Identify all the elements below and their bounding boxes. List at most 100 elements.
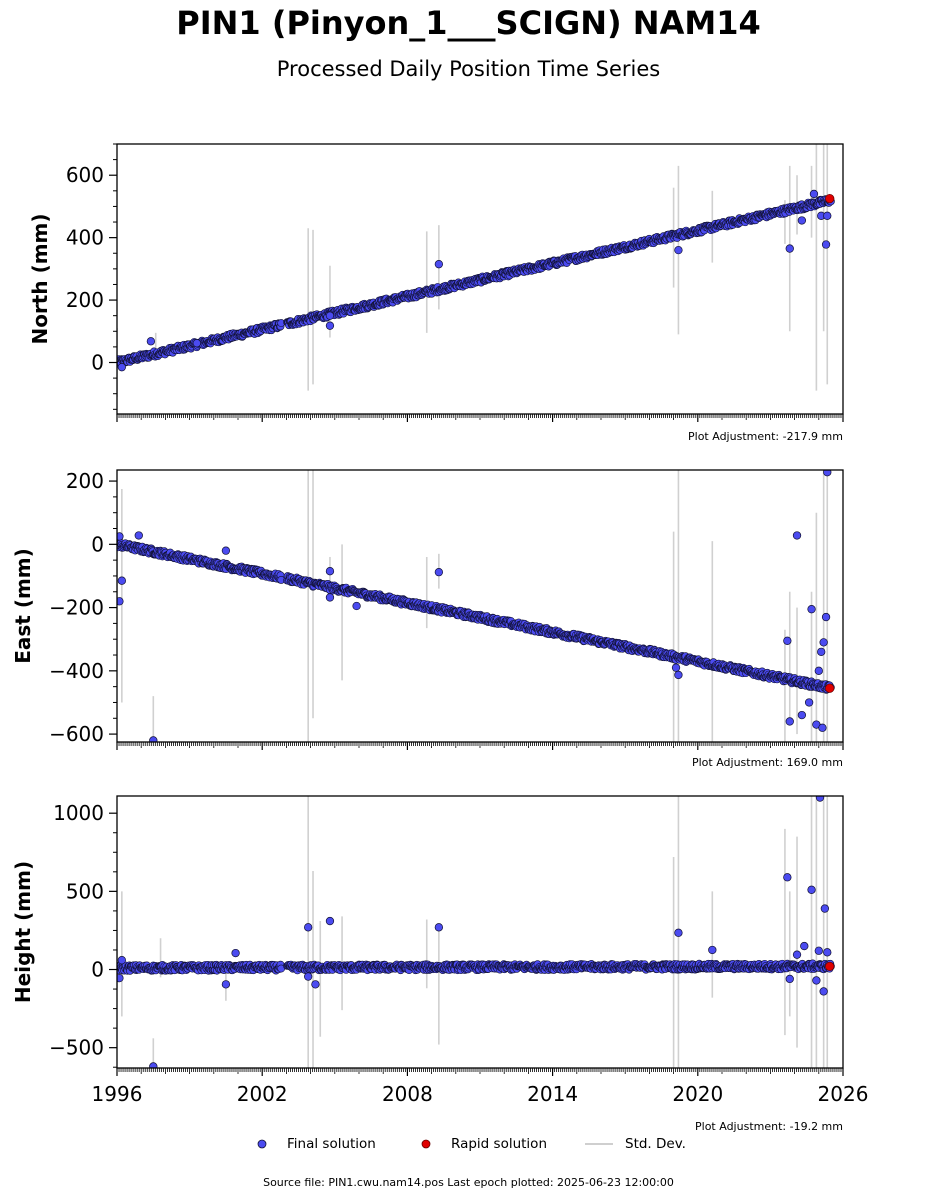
final-solution-point xyxy=(783,873,792,882)
final-solution-point xyxy=(434,568,444,577)
final-solution-point xyxy=(231,948,240,958)
final-solution-point xyxy=(812,976,821,985)
final-solution-point xyxy=(304,923,313,932)
final-solution-point xyxy=(807,885,816,894)
panel-3: −500 0 500 1000 1996 2002 2008 2014 2020 2026 Heig… xyxy=(11,795,869,1133)
final-solution-point xyxy=(674,245,683,255)
plot-area xyxy=(117,796,835,1068)
y-tick-label: −400 xyxy=(49,659,104,683)
final-solution-point xyxy=(708,945,717,955)
final-solution-point xyxy=(149,736,158,742)
final-solution-point xyxy=(117,955,126,965)
final-solution-point xyxy=(434,923,444,932)
y-tick-label: 0 xyxy=(91,532,104,556)
final-solution-point xyxy=(804,698,814,707)
final-solution-point xyxy=(325,567,335,576)
plot-adjustment-label: Plot Adjustment: -19.2 mm xyxy=(695,1120,843,1133)
panel-frame xyxy=(116,795,844,1069)
final-solution-point xyxy=(818,723,827,732)
rapid-solution-marker-icon xyxy=(421,1139,431,1149)
final-solution-point xyxy=(117,363,126,372)
y-tick-label: 400 xyxy=(66,226,104,250)
final-solution-point xyxy=(821,612,831,622)
final-solution-point xyxy=(797,710,807,720)
final-solution-point xyxy=(823,211,832,220)
y-tick-label: 600 xyxy=(66,163,104,187)
final-solution-point xyxy=(674,670,683,680)
final-solution-point xyxy=(304,972,313,981)
y-tick-label: −500 xyxy=(49,1036,104,1060)
legend-label-std: Std. Dev. xyxy=(625,1136,686,1152)
final-solution-point xyxy=(815,796,825,802)
x-tick-label: 2020 xyxy=(672,1082,723,1106)
final-solution-point xyxy=(325,916,335,926)
plot-area xyxy=(117,144,835,397)
final-solution-point xyxy=(800,941,809,951)
plot-adjustment-label: Plot Adjustment: -217.9 mm xyxy=(688,430,843,443)
x-tick-label: 2002 xyxy=(237,1082,288,1106)
final-solution-point xyxy=(785,974,794,984)
y-tick-label: −200 xyxy=(49,596,104,620)
final-solution-point xyxy=(149,1062,158,1068)
legend-label-rapid: Rapid solution xyxy=(451,1136,547,1152)
x-tick-label: 2014 xyxy=(527,1082,578,1106)
legend-item-std: Std. Dev. xyxy=(584,1136,686,1152)
final-solution-point xyxy=(814,666,823,675)
final-solution-point xyxy=(814,946,823,955)
final-solution-point xyxy=(117,973,124,983)
final-solution-point xyxy=(146,337,156,346)
final-solution-point xyxy=(792,950,802,959)
legend-label-final: Final solution xyxy=(287,1136,376,1152)
final-solution-point xyxy=(823,948,832,957)
final-solution-point xyxy=(671,663,681,672)
final-solution-point xyxy=(823,470,832,477)
rapid-solution-point xyxy=(825,193,835,204)
x-tick-label: 2026 xyxy=(818,1082,869,1106)
final-solution-point xyxy=(325,311,335,320)
chart-legend: Final solution Rapid solution Std. Dev. xyxy=(0,1136,937,1158)
final-solution-point xyxy=(785,717,794,726)
y-tick-label: 500 xyxy=(66,879,104,903)
rapid-solution-point xyxy=(825,683,835,693)
final-solution-marker-icon xyxy=(257,1139,267,1149)
final-solution-point xyxy=(807,605,816,614)
final-solution-point xyxy=(821,240,831,249)
y-tick-label: 200 xyxy=(66,288,104,312)
y-tick-label: 0 xyxy=(91,958,104,982)
final-solution-point xyxy=(792,531,802,540)
final-solution-point xyxy=(819,638,828,647)
final-solution-point xyxy=(221,980,231,989)
x-tick-label: 2008 xyxy=(382,1082,433,1106)
final-solution-point xyxy=(674,928,683,937)
final-solution-point xyxy=(117,576,126,585)
final-solution-point xyxy=(817,647,826,657)
page-title: PIN1 (Pinyon_1___SCIGN) NAM14 xyxy=(176,4,761,42)
final-solution-point xyxy=(221,546,231,555)
y-axis-label: East (mm) xyxy=(11,548,35,664)
y-axis-label: North (mm) xyxy=(28,213,52,344)
y-tick-label: 200 xyxy=(66,469,104,493)
y-tick-label: −600 xyxy=(49,722,104,746)
final-solution-point xyxy=(797,216,807,225)
final-solution-point xyxy=(117,597,124,606)
final-solution-point xyxy=(325,593,335,602)
final-solution-point xyxy=(117,532,124,541)
x-tick-label: 1996 xyxy=(92,1082,143,1106)
final-solution-point xyxy=(311,980,320,989)
final-solution-point xyxy=(819,987,828,996)
plot-adjustment-label: Plot Adjustment: 169.0 mm xyxy=(692,756,843,769)
y-tick-label: 1000 xyxy=(53,801,104,825)
final-solution-point xyxy=(192,338,202,348)
y-axis-label: Height (mm) xyxy=(11,861,35,1003)
final-solution-point xyxy=(783,636,792,645)
std-dev-line-icon xyxy=(585,1143,613,1145)
final-solution-point xyxy=(325,321,335,330)
final-solution-point xyxy=(352,601,361,611)
source-footer: Source file: PIN1.cwu.nam14.pos Last epo… xyxy=(263,1176,674,1189)
y-tick-label: 0 xyxy=(91,350,104,374)
final-solution-point xyxy=(809,189,819,199)
rapid-solution-point xyxy=(825,961,835,972)
legend-item-rapid: Rapid solution xyxy=(418,1136,547,1152)
page-subtitle: Processed Daily Position Time Series xyxy=(276,57,661,81)
final-solution-point xyxy=(134,531,143,540)
